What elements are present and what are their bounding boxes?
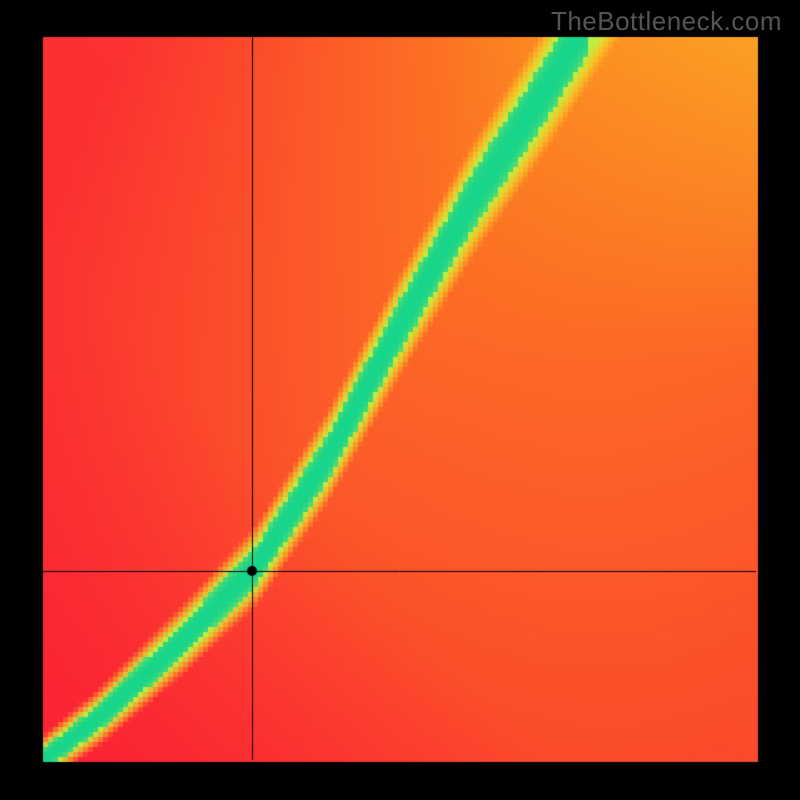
watermark-text: TheBottleneck.com [551, 6, 782, 37]
heatmap-canvas [0, 0, 800, 800]
chart-container: TheBottleneck.com [0, 0, 800, 800]
